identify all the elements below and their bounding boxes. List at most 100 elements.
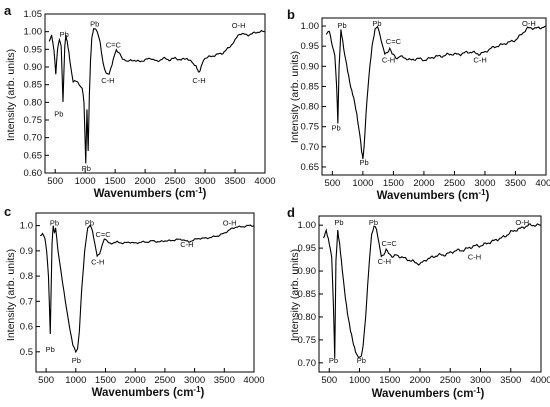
panel-d-ytick-label: 0.70 xyxy=(298,358,317,369)
panel-b-xtick-label: 500 xyxy=(324,178,340,189)
panel-a-ytick-label: 0.70 xyxy=(24,133,43,144)
panel-c-xlabel: Wavenumbers (cm-1) xyxy=(92,385,205,399)
panel-c-xtick-label: 2500 xyxy=(154,375,175,386)
panel-c-xtick-label: 3000 xyxy=(184,375,205,386)
panel-a-ytick-label: 0.85 xyxy=(24,80,43,91)
panel-c-ytick-label: 0.8 xyxy=(20,271,33,282)
panel-a-annotation: Pb xyxy=(60,30,69,39)
panel-b-xlabel: Wavenumbers (cm-1) xyxy=(377,188,490,202)
panel-d-xtick-label: 3000 xyxy=(470,375,491,386)
panel-c-letter: c xyxy=(4,204,11,219)
panel-a-ytick-label: 0.95 xyxy=(24,44,43,55)
panel-d-ytick-label: 0.95 xyxy=(298,243,317,254)
panel-a-ytick-label: 0.65 xyxy=(24,150,43,161)
panel-a-annotation: C-H xyxy=(192,76,205,85)
panel-b-series-line xyxy=(325,25,547,160)
panel-b-xtick-label: 2000 xyxy=(413,178,434,189)
panel-b-ytick-label: 0.90 xyxy=(301,61,320,72)
panel-d-annotation: Pb xyxy=(329,356,338,365)
panel-a-annotation: O-H xyxy=(232,21,246,30)
panel-d-annotations: Pb Pb Pb Pb C=C C-H C-H O-H xyxy=(329,218,529,365)
panel-a-series-line xyxy=(48,27,266,164)
panel-d-ytick-label: 0.90 xyxy=(298,266,317,277)
panel-a-xtick-label: 1000 xyxy=(75,176,96,187)
panel-b-xtick-label: 3500 xyxy=(505,178,526,189)
panel-a-ticks: 500 1000 1500 2000 2500 3000 3500 4000 0.60 0.65 0… xyxy=(24,9,276,187)
panel-c-xtick-label: 1500 xyxy=(95,375,116,386)
panel-c-annotation: Pb xyxy=(72,356,81,365)
panel-a-ytick-label: 0.60 xyxy=(24,168,43,179)
panel-d-ytick-label: 0.85 xyxy=(298,289,317,300)
panel-b-xtick-label: 4000 xyxy=(535,178,550,189)
panel-b-xtick-label: 3000 xyxy=(474,178,495,189)
panel-c: c Intensity (arb. units) Wavenumbers (cm… xyxy=(4,204,265,399)
panel-d-annotation: O-H xyxy=(515,218,529,227)
panel-c-annotation: Pb xyxy=(46,345,55,354)
panel-c-ytick-label: 0.9 xyxy=(20,246,33,257)
panel-b-ytick-label: 0.80 xyxy=(301,102,320,113)
panel-d-annotation: Pb xyxy=(357,356,366,365)
panel-b-ytick-label: 0.65 xyxy=(301,162,320,173)
panel-a-ytick-label: 0.90 xyxy=(24,62,43,73)
panel-b-annotation: Pb xyxy=(338,21,347,30)
panel-d-series-line xyxy=(322,223,542,359)
panel-d-letter: d xyxy=(287,205,295,220)
panel-b: b Intensity (arb. units) Wavenumbers (cm… xyxy=(287,7,550,202)
panel-b-xtick-label: 2500 xyxy=(444,178,465,189)
panel-b-annotation: Pb xyxy=(331,124,340,133)
panel-d-annotation: Pb xyxy=(369,218,378,227)
panel-d-xtick-label: 3500 xyxy=(500,375,521,386)
panel-b-ylabel: Intensity (arb. units) xyxy=(289,51,301,143)
panel-a-ytick-label: 0.75 xyxy=(24,115,43,126)
panel-d-ticks: 500 1000 1500 2000 2500 3000 3500 4000 0.70 0.75 0… xyxy=(298,220,550,386)
panel-c-annotation: O-H xyxy=(223,219,237,228)
panel-c-annotation: Pb xyxy=(50,219,59,228)
panel-a-xtick-label: 2500 xyxy=(165,176,186,187)
panel-a-xtick-label: 1500 xyxy=(105,176,126,187)
panel-a-letter: a xyxy=(4,3,12,18)
panel-d-xtick-label: 1500 xyxy=(379,375,400,386)
panel-c-annotation: C-H xyxy=(91,258,104,267)
panel-c-xtick-label: 4000 xyxy=(243,375,264,386)
panel-c-ytick-label: 0.5 xyxy=(20,347,33,358)
panel-d-ylabel: Intensity (arb. units) xyxy=(289,249,301,341)
panel-b-xtick-label: 1000 xyxy=(352,178,373,189)
panel-d-xtick-label: 2500 xyxy=(440,375,461,386)
panel-b-ytick-label: 1.00 xyxy=(301,21,320,32)
panel-c-annotation: C=C xyxy=(96,230,112,239)
panel-a-ytick-label: 1.00 xyxy=(24,27,43,38)
panel-c-ytick-label: 1.0 xyxy=(20,221,33,232)
panel-d-frame xyxy=(318,215,542,373)
panel-b-annotation: Pb xyxy=(372,19,381,28)
panel-b-frame xyxy=(321,17,547,176)
panel-b-annotation: C=C xyxy=(386,37,402,46)
panel-d-xtick-label: 2000 xyxy=(409,375,430,386)
panel-d-annotation: C=C xyxy=(382,239,398,248)
panel-d-xlabel: Wavenumbers (cm-1) xyxy=(372,386,485,400)
panel-c-xtick-label: 3500 xyxy=(214,375,235,386)
panel-b-ytick-label: 0.95 xyxy=(301,41,320,52)
panel-b-annotations: Pb Pb Pb Pb C=C C-H C-H O-H xyxy=(331,19,535,167)
panel-c-ticks: 500 1000 1500 2000 2500 3000 3500 4000 0.5 0.6 0.7… xyxy=(20,221,265,386)
panel-a-annotation: Pb xyxy=(54,109,63,118)
panel-d-annotation: C-H xyxy=(468,253,481,262)
panel-b-annotation: C-H xyxy=(473,55,486,64)
panel-c-annotation: Pb xyxy=(85,219,94,228)
panel-b-ytick-label: 0.70 xyxy=(301,142,320,153)
panel-b-ytick-label: 0.75 xyxy=(301,122,320,133)
panel-c-ytick-label: 0.7 xyxy=(20,296,33,307)
panel-a-annotations: Pb Pb Pb Pb C=C C-H C-H O-H xyxy=(54,19,245,173)
panel-c-ytick-label: 0.6 xyxy=(20,322,33,333)
panel-a-annotation: Pb xyxy=(82,164,91,173)
panel-a-xtick-label: 4000 xyxy=(254,176,275,187)
panel-a-frame xyxy=(44,13,266,174)
panel-c-ylabel: Intensity (arb. units) xyxy=(5,249,17,341)
panel-b-ticks: 500 1000 1500 2000 2500 3000 3500 4000 0.65 0.70 0… xyxy=(301,21,550,189)
panel-c-xtick-label: 500 xyxy=(38,375,54,386)
panel-c-annotation: C-H xyxy=(180,240,193,249)
panel-b-xtick-label: 1500 xyxy=(383,178,404,189)
panel-b-annotation: C-H xyxy=(382,55,395,64)
panel-d: d Intensity (arb. units) Wavenumbers (cm… xyxy=(287,205,550,400)
